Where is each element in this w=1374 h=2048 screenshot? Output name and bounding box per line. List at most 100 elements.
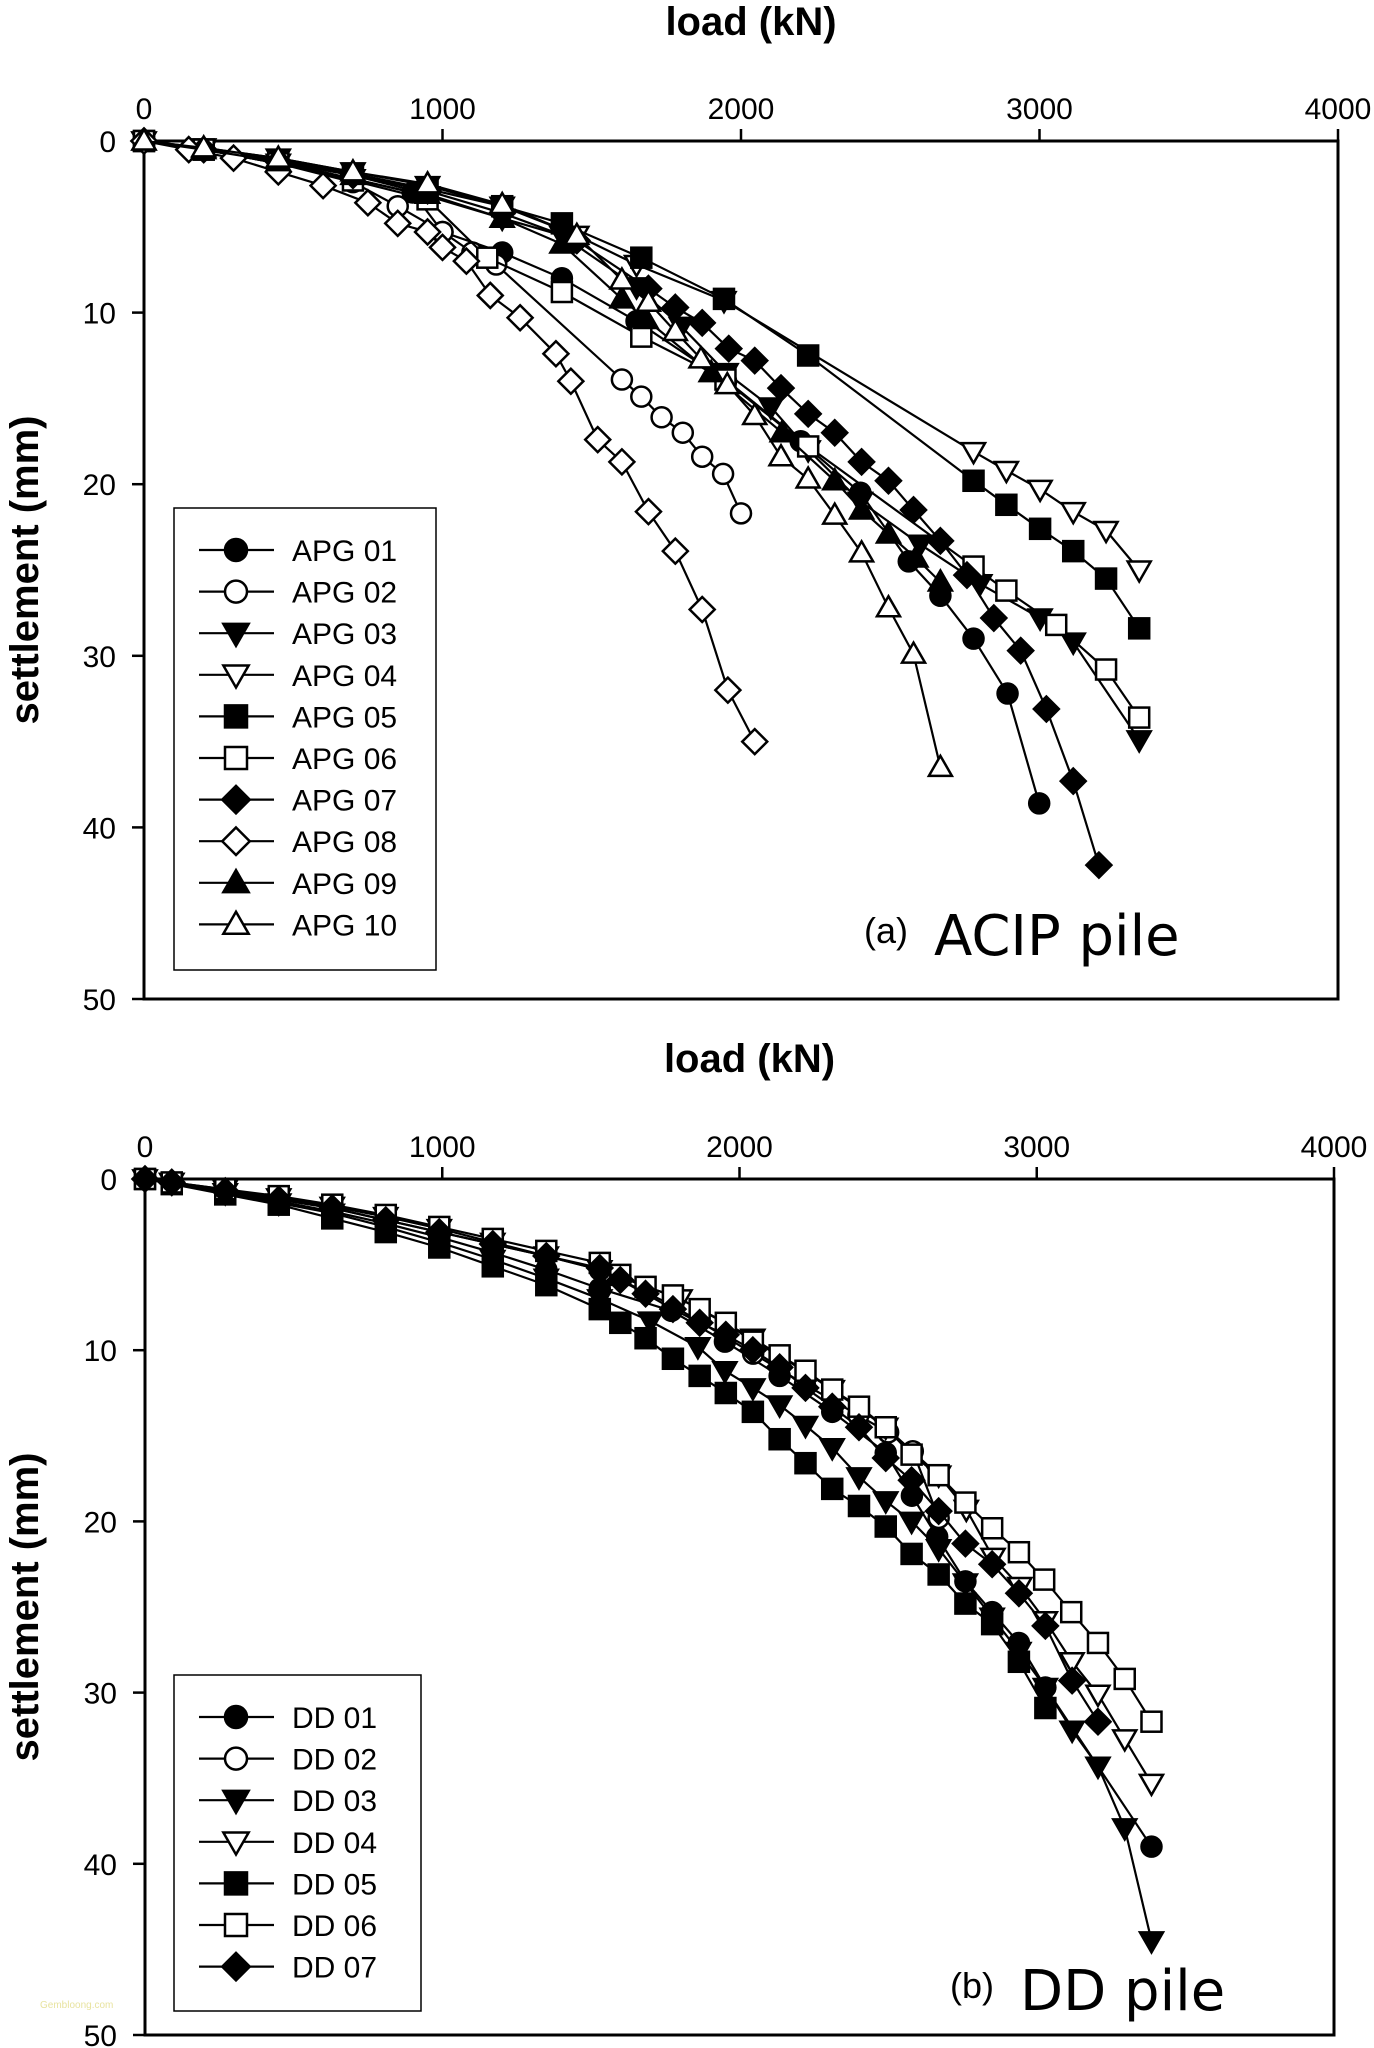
data-point [711,1320,741,1350]
watermark: Gembloong.com [40,2000,113,2011]
data-point [130,1164,160,1194]
legend: DD 01 DD 02 DD 03 DD 04 DD 05 DD 06 DD 07 [173,1674,422,2012]
data-point [740,346,769,375]
data-point [794,465,822,489]
data-point [1044,613,1068,637]
data-point [1006,636,1035,665]
data-point [821,466,849,491]
data-point [1092,520,1120,545]
data-point [1007,1650,1031,1674]
legend: APG 01 APG 02 APG 03 APG 04 APG 05 APG 06 APG … [173,507,437,971]
data-point [630,385,653,408]
data-point [845,1467,873,1491]
series-line [144,1177,940,1519]
legend-label: APG 05 [292,701,397,734]
data-point [697,358,725,383]
data-point [636,1311,664,1336]
y-tick-label: 20 [84,1506,117,1539]
data-point [428,233,457,262]
legend-marker [221,1789,251,1816]
data-point [1058,1652,1086,1676]
legend-label: DD 07 [292,1952,377,1985]
data-point [980,1516,1004,1540]
x-tick-label: 0 [137,1131,154,1164]
data-point [995,493,1018,517]
data-point [739,1378,767,1402]
x-tick-label: 1000 [409,93,476,126]
data-point [210,1176,240,1206]
data-point [1059,1600,1083,1624]
data-point [1032,694,1061,724]
data-point [927,1463,950,1487]
data-point [924,1539,953,1563]
data-point [130,126,158,151]
data-point [714,1381,738,1405]
data-point [541,339,571,369]
series-line [144,1177,1099,1723]
data-point [924,1496,953,1526]
series-apg-10 [130,126,955,778]
legend-marker [223,1746,249,1771]
data-point [1094,658,1118,681]
data-point [1127,617,1151,640]
data-point [962,627,985,650]
data-point [874,1515,897,1538]
data-point [765,1395,794,1419]
legend-label: APG 09 [292,868,397,901]
data-point [992,460,1021,485]
data-point [608,265,636,290]
legend-marker [223,1704,249,1730]
legend-marker [221,909,251,935]
data-point [951,1573,980,1598]
data-point [631,1279,660,1308]
data-point [738,1335,768,1365]
data-point [906,534,934,559]
data-point [818,1438,846,1462]
y-tick-label: 30 [83,641,116,674]
data-point [793,399,823,429]
legend-marker [221,664,251,690]
data-point [1137,1931,1166,1955]
legend-label: APG 08 [292,826,397,859]
data-point [713,370,741,395]
data-point [588,1297,612,1321]
data-point [630,325,653,348]
data-point [650,406,673,429]
data-point [1057,1666,1087,1695]
panel-title: DD pile [1020,1959,1225,2024]
series-dd-07 [130,1164,1113,1736]
data-point [927,1563,950,1586]
data-point [661,317,689,342]
data-point [610,368,634,391]
y-tick-label: 30 [84,1678,117,1711]
x-axis-title: load (kN) [664,1037,835,1081]
data-point [550,280,574,304]
series-line [143,139,942,768]
data-point [1125,730,1153,754]
data-point [1111,1818,1139,1842]
data-point [962,469,985,493]
data-point [535,1273,558,1297]
data-point [796,435,820,458]
legend-label: APG 10 [292,909,397,942]
data-point [475,281,505,310]
data-point [900,1443,923,1466]
series-line [143,139,1141,629]
data-point [1094,567,1118,590]
data-point [609,1311,632,1335]
data-point [1086,1631,1110,1655]
data-point [1028,517,1052,541]
data-point [1031,1611,1060,1641]
data-point [685,1308,714,1338]
data-point [768,418,796,443]
data-point [690,445,714,468]
data-point [821,501,849,525]
legend-box [173,507,437,971]
data-point [1113,1667,1136,1691]
data-point [954,1592,977,1615]
data-point [556,366,586,396]
chart-panel-b: 0 1000 2000 3000 4000 0 10 20 30 40 50 load (kN) set… [3,1037,1367,2048]
data-point [768,1427,791,1451]
x-tick-label: 4000 [1301,1131,1368,1164]
